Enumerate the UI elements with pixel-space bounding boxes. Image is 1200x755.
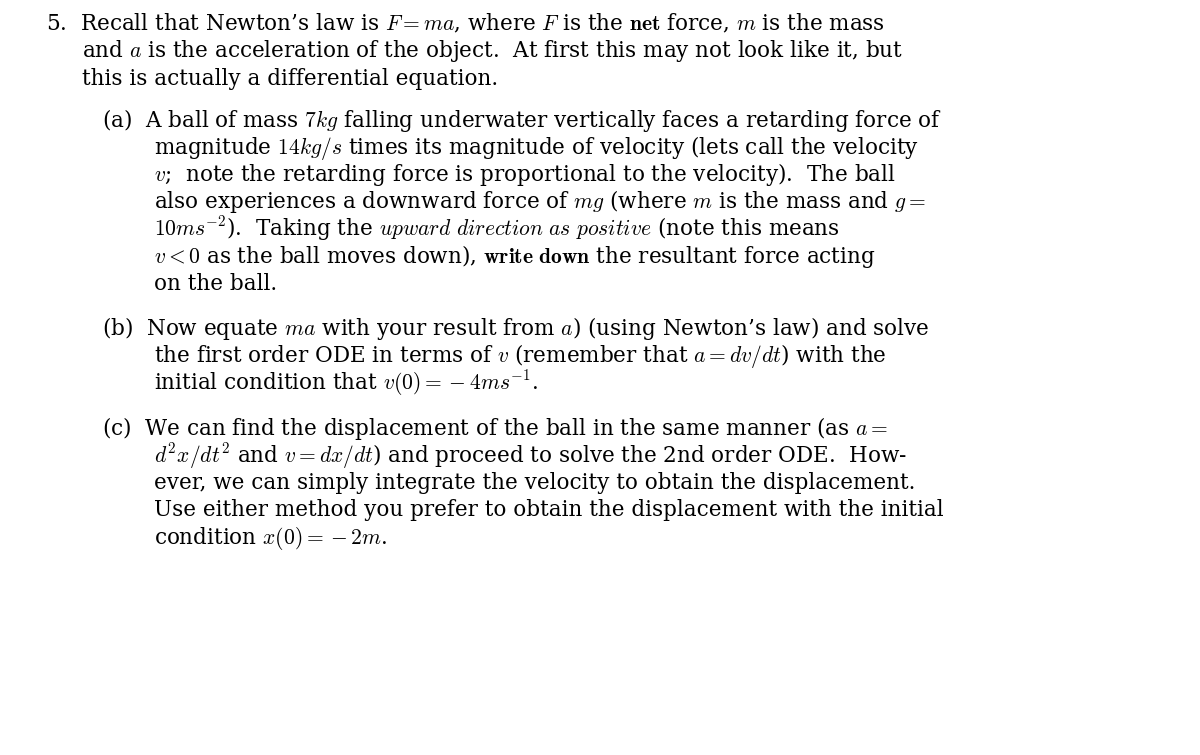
Text: and $a$ is the acceleration of the object.  At first this may not look like it, : and $a$ is the acceleration of the objec… <box>82 39 902 64</box>
Text: 5.  Recall that Newton’s law is $F = ma$, where $F$ is the $\mathbf{net}$ force,: 5. Recall that Newton’s law is $F = ma$,… <box>46 12 884 35</box>
Text: $d^2x/dt^2$ and $v = dx/dt$) and proceed to solve the 2nd order ODE.  How-: $d^2x/dt^2$ and $v = dx/dt$) and proceed… <box>154 441 907 470</box>
Text: also experiences a downward force of $mg$ (where $m$ is the mass and $g =$: also experiences a downward force of $mg… <box>154 189 925 215</box>
Text: this is actually a differential equation.: this is actually a differential equation… <box>82 67 498 90</box>
Text: $v < 0$ as the ball moves down), $\mathbf{write\ down}$ the resultant force acti: $v < 0$ as the ball moves down), $\mathb… <box>154 243 875 270</box>
Text: $10ms^{-2}$).  Taking the $\mathbf{\mathit{upward\ direction\ as\ positive}}$ (n: $10ms^{-2}$). Taking the $\mathbf{\mathi… <box>154 214 840 243</box>
Text: (a)  A ball of mass $7kg$ falling underwater vertically faces a retarding force : (a) A ball of mass $7kg$ falling underwa… <box>102 107 942 134</box>
Text: (b)  Now equate $ma$ with your result from $a$) (using Newton’s law) and solve: (b) Now equate $ma$ with your result fro… <box>102 316 929 342</box>
Text: initial condition that $v(0) = -4ms^{-1}$.: initial condition that $v(0) = -4ms^{-1}… <box>154 368 538 398</box>
Text: the first order ODE in terms of $v$ (remember that $a = dv/dt$) with the: the first order ODE in terms of $v$ (rem… <box>154 343 886 371</box>
Text: condition $x(0) = -2m$.: condition $x(0) = -2m$. <box>154 525 386 552</box>
Text: (c)  We can find the displacement of the ball in the same manner (as $a =$: (c) We can find the displacement of the … <box>102 415 888 442</box>
Text: magnitude $14kg/s$ times its magnitude of velocity (lets call the velocity: magnitude $14kg/s$ times its magnitude o… <box>154 134 918 162</box>
Text: ever, we can simply integrate the velocity to obtain the displacement.: ever, we can simply integrate the veloci… <box>154 472 914 495</box>
Text: on the ball.: on the ball. <box>154 273 277 295</box>
Text: Use either method you prefer to obtain the displacement with the initial: Use either method you prefer to obtain t… <box>154 499 943 522</box>
Text: $v$;  note the retarding force is proportional to the velocity).  The ball: $v$; note the retarding force is proport… <box>154 162 895 188</box>
